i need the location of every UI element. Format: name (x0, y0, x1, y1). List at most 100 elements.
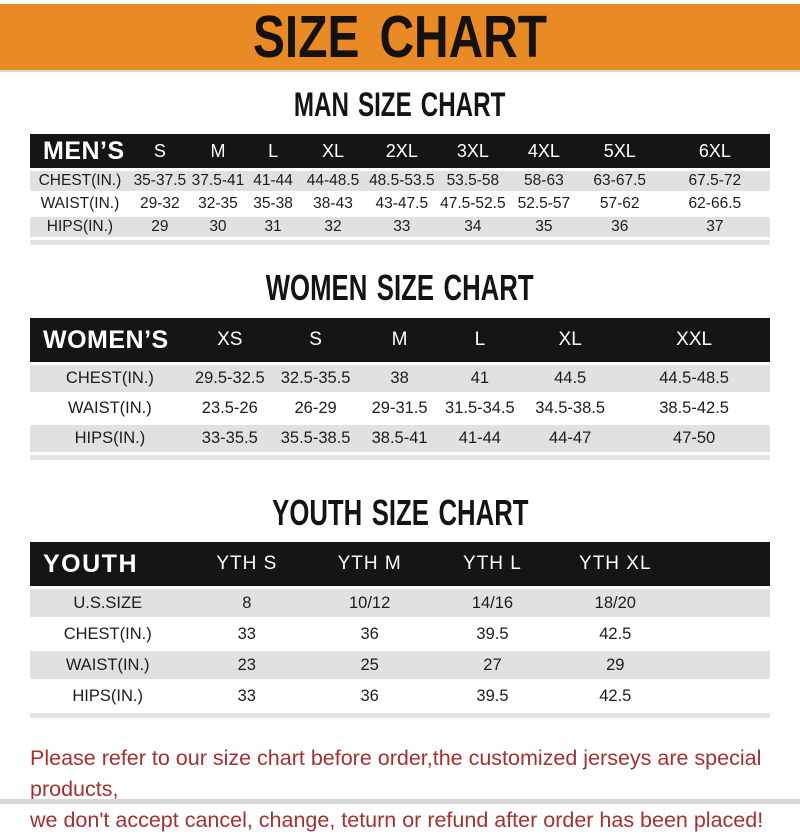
value-cell: 33 (185, 679, 309, 710)
table-bottom-strip (30, 455, 770, 460)
size-header-cell: 4XL (508, 134, 580, 168)
value-cell: 29.5-32.5 (189, 362, 270, 392)
filler-cell (676, 648, 770, 679)
size-header-cell: XL (522, 318, 619, 362)
value-cell: 36 (579, 214, 660, 237)
size-header-cell: 5XL (579, 134, 660, 168)
filler-cell (676, 617, 770, 648)
filler-cell (676, 586, 770, 617)
value-cell: 29-32 (129, 191, 190, 214)
header-row: YOUTH YTH S YTH M YTH L YTH XL (30, 542, 770, 586)
table-row: HIPS(IN.) 33 36 39.5 42.5 (30, 679, 770, 710)
value-cell: 38.5-41 (361, 422, 438, 452)
table-row: CHEST(IN.) 29.5-32.5 32.5-35.5 38 41 44.5 44.5… (30, 362, 770, 392)
value-cell: 41-44 (437, 422, 523, 452)
size-chart-banner: SIZE CHART (0, 4, 800, 72)
value-cell: 41-44 (246, 168, 301, 191)
size-header-cell: L (246, 134, 301, 168)
value-cell: 18/20 (553, 586, 677, 617)
value-cell: 32 (300, 214, 366, 237)
value-cell: 43-47.5 (365, 191, 438, 214)
size-header-cell: XS (189, 318, 270, 362)
table-body: U.S.SIZE 8 10/12 14/16 18/20 CHEST(IN.) 33 36 39… (30, 586, 770, 710)
value-cell: 44-48.5 (300, 168, 366, 191)
size-header-cell: 2XL (365, 134, 438, 168)
header-row: WOMEN’S XS S M L XL XXL (30, 318, 770, 362)
section-title: YOUTH SIZE CHART (271, 492, 529, 533)
size-header-cell: 3XL (437, 134, 508, 168)
value-cell: 47-50 (618, 422, 770, 452)
value-cell: 42.5 (553, 679, 677, 710)
value-cell: 63-67.5 (579, 168, 660, 191)
value-cell: 36 (308, 679, 432, 710)
value-cell: 8 (185, 586, 309, 617)
table-row: WAIST(IN.) 23 25 27 29 (30, 648, 770, 679)
value-cell: 10/12 (308, 586, 432, 617)
value-cell: 44-47 (522, 422, 619, 452)
size-header-cell: 6XL (659, 134, 770, 168)
value-cell: 32-35 (189, 191, 247, 214)
value-cell: 31.5-34.5 (437, 392, 523, 422)
table-row: WAIST(IN.) 23.5-26 26-29 29-31.5 31.5-34.5 34… (30, 392, 770, 422)
value-cell: 39.5 (431, 679, 554, 710)
value-cell: 35-37.5 (129, 168, 190, 191)
size-header-cell: XL (300, 134, 366, 168)
row-label-cell: HIPS(IN.) (30, 679, 186, 710)
table-row: HIPS(IN.) 29 30 31 32 33 34 35 36 37 (30, 214, 770, 237)
size-header-cell: S (269, 318, 362, 362)
value-cell: 39.5 (431, 617, 554, 648)
value-cell: 23.5-26 (189, 392, 270, 422)
section-title: WOMEN SIZE CHART (266, 267, 534, 308)
value-cell: 32.5-35.5 (269, 362, 362, 392)
value-cell: 35 (508, 214, 580, 237)
value-cell: 53.5-58 (437, 168, 508, 191)
value-cell: 34 (437, 214, 508, 237)
youth-size-chart-table: YOUTH YTH S YTH M YTH L YTH XL U.S.SIZE 8 10/12… (30, 542, 770, 710)
row-label-cell: HIPS(IN.) (30, 214, 130, 237)
section-title-row: MAN SIZE CHART (0, 85, 800, 124)
value-cell: 38 (361, 362, 438, 392)
size-header-cell: YTH M (308, 542, 432, 586)
table-row: CHEST(IN.) 35-37.5 37.5-41 41-44 44-48.5 48.5… (30, 168, 770, 191)
row-label-cell: CHEST(IN.) (30, 617, 186, 648)
table-row: HIPS(IN.) 33-35.5 35.5-38.5 38.5-41 41-44 44-… (30, 422, 770, 452)
row-label-cell: CHEST(IN.) (30, 362, 190, 392)
value-cell: 48.5-53.5 (365, 168, 438, 191)
sections: MAN SIZE CHART MEN’S S M L XL 2XL 3XL 4XL 5XL 6XL C… (0, 85, 800, 718)
value-cell: 37.5-41 (189, 168, 247, 191)
size-header-cell: L (437, 318, 523, 362)
size-header-cell: M (189, 134, 247, 168)
value-cell: 34.5-38.5 (522, 392, 619, 422)
man-size-chart-table: MEN’S S M L XL 2XL 3XL 4XL 5XL 6XL CHEST(IN.) 35-37… (30, 134, 770, 237)
value-cell: 23 (185, 648, 309, 679)
value-cell: 27 (431, 648, 554, 679)
value-cell: 47.5-52.5 (437, 191, 508, 214)
section-title-row: WOMEN SIZE CHART (0, 267, 800, 308)
table-row: U.S.SIZE 8 10/12 14/16 18/20 (30, 586, 770, 617)
value-cell: 41 (437, 362, 523, 392)
value-cell: 44.5 (522, 362, 619, 392)
banner-title: SIZE CHART (253, 3, 547, 71)
size-header-cell: XXL (618, 318, 770, 362)
value-cell: 52.5-57 (508, 191, 580, 214)
section-title-row: YOUTH SIZE CHART (0, 492, 800, 533)
table-row: WAIST(IN.) 29-32 32-35 35-38 38-43 43-47.5 47.… (30, 191, 770, 214)
value-cell: 31 (246, 214, 301, 237)
row-label-cell: WAIST(IN.) (30, 392, 190, 422)
size-header-cell: S (129, 134, 190, 168)
value-cell: 33 (185, 617, 309, 648)
table-row: CHEST(IN.) 33 36 39.5 42.5 (30, 617, 770, 648)
size-header-cell: YTH XL (553, 542, 677, 586)
table-body: CHEST(IN.) 29.5-32.5 32.5-35.5 38 41 44.5 44.5… (30, 362, 770, 452)
row-label-cell: WAIST(IN.) (30, 191, 130, 214)
value-cell: 35-38 (246, 191, 301, 214)
value-cell: 67.5-72 (659, 168, 770, 191)
value-cell: 37 (659, 214, 770, 237)
value-cell: 44.5-48.5 (618, 362, 770, 392)
value-cell: 30 (189, 214, 247, 237)
value-cell: 29 (129, 214, 190, 237)
value-cell: 38.5-42.5 (618, 392, 770, 422)
value-cell: 29-31.5 (361, 392, 438, 422)
footer-line-1: Please refer to our size chart before or… (30, 746, 762, 802)
value-cell: 36 (308, 617, 432, 648)
